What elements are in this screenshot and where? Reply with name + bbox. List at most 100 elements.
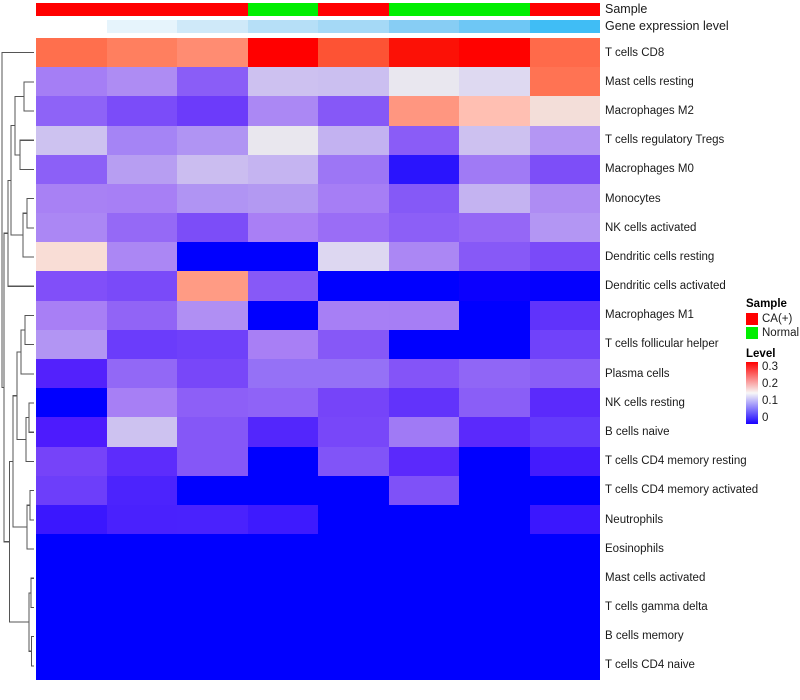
heatmap-cell bbox=[459, 446, 530, 476]
heatmap-cell bbox=[388, 38, 459, 68]
heatmap-cell bbox=[459, 183, 530, 214]
sample-legend-entries: CA(+) Normal bbox=[746, 312, 800, 339]
gene-expression-annotation-cell bbox=[177, 20, 248, 33]
heatmap-cell bbox=[177, 38, 248, 68]
heatmap-cell bbox=[36, 475, 107, 505]
gene-expression-annotation-label: Gene expression level bbox=[605, 19, 729, 33]
gene-expression-annotation-cell bbox=[529, 20, 600, 33]
heatmap-cell bbox=[177, 534, 248, 564]
heatmap-cell bbox=[106, 534, 177, 564]
heatmap-cell bbox=[177, 621, 248, 651]
level-legend-scale: 0.3 0.2 0.1 0 bbox=[746, 361, 800, 424]
heatmap-cell bbox=[388, 183, 459, 214]
heatmap-cell bbox=[36, 446, 107, 476]
heatmap-cell bbox=[459, 242, 530, 272]
sample-annotation-cell bbox=[459, 3, 530, 16]
heatmap-cell bbox=[106, 271, 177, 301]
heatmap-cell bbox=[247, 446, 318, 476]
heatmap-cell bbox=[459, 329, 530, 359]
heatmap-cell bbox=[247, 96, 318, 126]
heatmap-cell bbox=[247, 213, 318, 243]
heatmap-cell bbox=[459, 621, 530, 651]
sample-annotation-cell bbox=[36, 3, 107, 16]
heatmap-cell bbox=[529, 242, 600, 272]
heatmap-cell bbox=[388, 329, 459, 359]
heatmap-cell bbox=[177, 358, 248, 389]
sample-annotation-bar bbox=[36, 3, 600, 16]
row-label: NK cells resting bbox=[605, 396, 685, 409]
heatmap-cell bbox=[529, 504, 600, 535]
heatmap-cell bbox=[177, 242, 248, 272]
gene-expression-annotation-cell bbox=[459, 20, 530, 33]
row-label: Mast cells activated bbox=[605, 571, 706, 584]
heatmap-cell bbox=[106, 592, 177, 622]
sample-legend-swatch bbox=[746, 326, 758, 339]
heatmap-cell bbox=[36, 388, 107, 418]
sample-legend-entry: Normal bbox=[746, 326, 800, 339]
heatmap-cell bbox=[459, 417, 530, 447]
heatmap-cell bbox=[388, 534, 459, 564]
heatmap-cell bbox=[106, 388, 177, 418]
heatmap-cell bbox=[388, 213, 459, 243]
heatmap-cell bbox=[177, 563, 248, 593]
heatmap-cell bbox=[459, 154, 530, 184]
heatmap-cell bbox=[36, 329, 107, 359]
gene-expression-annotation-cell bbox=[247, 20, 318, 33]
heatmap-cell bbox=[318, 67, 389, 97]
heatmap-cell bbox=[36, 621, 107, 651]
heatmap-cell bbox=[247, 300, 318, 330]
sample-legend-entry: CA(+) bbox=[746, 312, 800, 325]
sample-legend-text: Normal bbox=[762, 326, 800, 339]
row-label: NK cells activated bbox=[605, 221, 697, 234]
heatmap-cell bbox=[247, 592, 318, 622]
gene-expression-annotation-bar bbox=[36, 20, 600, 33]
sample-legend-title: Sample bbox=[746, 298, 787, 310]
gene-expression-annotation-cell bbox=[318, 20, 389, 33]
heatmap-cell bbox=[529, 183, 600, 214]
heatmap-cell bbox=[177, 154, 248, 184]
row-label: Plasma cells bbox=[605, 367, 670, 380]
heatmap-cell bbox=[177, 504, 248, 535]
row-label: Dendritic cells activated bbox=[605, 280, 726, 293]
heatmap-cell bbox=[36, 592, 107, 622]
row-label: Dendritic cells resting bbox=[605, 250, 715, 263]
heatmap-cell bbox=[106, 504, 177, 535]
heatmap-cell bbox=[106, 67, 177, 97]
heatmap-cell bbox=[529, 534, 600, 564]
level-tick-label: 0 bbox=[762, 412, 769, 424]
row-label: T cells CD4 naive bbox=[605, 659, 695, 672]
heatmap-cell bbox=[459, 475, 530, 505]
heatmap-cell bbox=[247, 563, 318, 593]
heatmap-cell bbox=[36, 300, 107, 330]
heatmap-cell bbox=[247, 388, 318, 418]
heatmap-cell bbox=[177, 67, 248, 97]
heatmap-cell bbox=[177, 417, 248, 447]
heatmap-cell bbox=[177, 96, 248, 126]
row-label: B cells memory bbox=[605, 630, 684, 643]
heatmap-cell bbox=[388, 504, 459, 535]
heatmap-cell bbox=[247, 650, 318, 680]
heatmap-cell bbox=[459, 96, 530, 126]
heatmap-cell bbox=[247, 183, 318, 214]
heatmap-cell bbox=[529, 388, 600, 418]
heatmap-cell bbox=[318, 96, 389, 126]
heatmap-cell bbox=[388, 300, 459, 330]
heatmap-cell bbox=[388, 96, 459, 126]
row-label: T cells CD4 memory activated bbox=[605, 484, 759, 497]
row-label: Mast cells resting bbox=[605, 75, 694, 88]
heatmap-cell bbox=[177, 475, 248, 505]
sample-legend-swatch bbox=[746, 312, 758, 325]
heatmap-cell bbox=[459, 592, 530, 622]
heatmap-cell bbox=[247, 534, 318, 564]
heatmap-cell bbox=[388, 446, 459, 476]
heatmap-cell bbox=[247, 417, 318, 447]
heatmap-cell bbox=[318, 475, 389, 505]
row-dendrogram bbox=[0, 38, 36, 680]
heatmap-cell bbox=[529, 358, 600, 389]
sample-annotation-cell bbox=[388, 3, 459, 16]
heatmap-cell bbox=[247, 475, 318, 505]
row-label: Macrophages M0 bbox=[605, 163, 694, 176]
legend-panel: Sample CA(+) Normal Level 0.3 0.2 0.1 0 bbox=[746, 298, 800, 424]
heatmap-cell bbox=[177, 592, 248, 622]
heatmap-cell bbox=[177, 446, 248, 476]
